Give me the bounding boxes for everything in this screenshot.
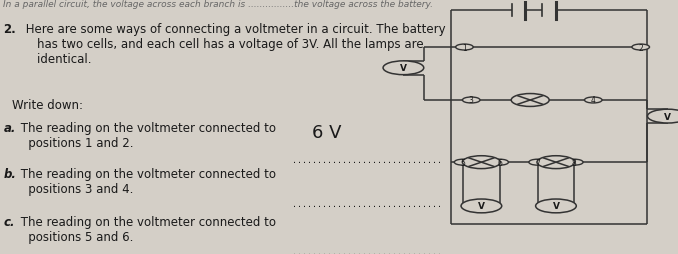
Circle shape	[529, 160, 546, 166]
Circle shape	[491, 160, 508, 166]
Circle shape	[632, 45, 650, 51]
Text: 5: 5	[460, 158, 466, 167]
Text: a.: a.	[3, 121, 16, 134]
Text: Here are some ways of connecting a voltmeter in a circuit. The battery
    has t: Here are some ways of connecting a voltm…	[22, 23, 445, 66]
Circle shape	[537, 156, 575, 169]
Text: 3: 3	[468, 96, 474, 105]
Circle shape	[565, 160, 583, 166]
Text: 8: 8	[572, 158, 577, 167]
Text: The reading on the voltmeter connected to
   positions 3 and 4.: The reading on the voltmeter connected t…	[17, 167, 276, 195]
Text: V: V	[553, 202, 559, 211]
Text: V: V	[478, 202, 485, 211]
Text: 6 V: 6 V	[312, 123, 342, 141]
Circle shape	[511, 94, 549, 107]
Circle shape	[462, 156, 500, 169]
Text: The reading on the voltmeter connected to
   positions 1 and 2.: The reading on the voltmeter connected t…	[17, 121, 276, 149]
Text: The reading on the voltmeter connected to
   positions 5 and 6.: The reading on the voltmeter connected t…	[17, 215, 276, 243]
Circle shape	[584, 98, 602, 104]
Text: b.: b.	[3, 167, 16, 180]
Text: ..............................: ..............................	[292, 156, 441, 165]
Text: 2.: 2.	[3, 23, 16, 36]
Text: 7: 7	[535, 158, 540, 167]
Text: ..............................: ..............................	[292, 199, 441, 208]
Circle shape	[536, 199, 576, 213]
Circle shape	[454, 160, 472, 166]
Text: 2: 2	[638, 43, 643, 52]
Circle shape	[462, 98, 480, 104]
Text: 1: 1	[462, 43, 467, 52]
Text: 4: 4	[591, 96, 596, 105]
Text: 6: 6	[497, 158, 502, 167]
Text: c.: c.	[3, 215, 15, 228]
Circle shape	[383, 62, 424, 75]
Text: In a parallel circuit, the voltage across each branch is ................the vol: In a parallel circuit, the voltage acros…	[3, 0, 433, 9]
Text: Write down:: Write down:	[12, 98, 83, 111]
Text: ..............................: ..............................	[292, 247, 441, 254]
Circle shape	[647, 110, 678, 123]
Circle shape	[456, 45, 473, 51]
Text: V: V	[664, 112, 671, 121]
Text: V: V	[400, 64, 407, 73]
Circle shape	[461, 199, 502, 213]
